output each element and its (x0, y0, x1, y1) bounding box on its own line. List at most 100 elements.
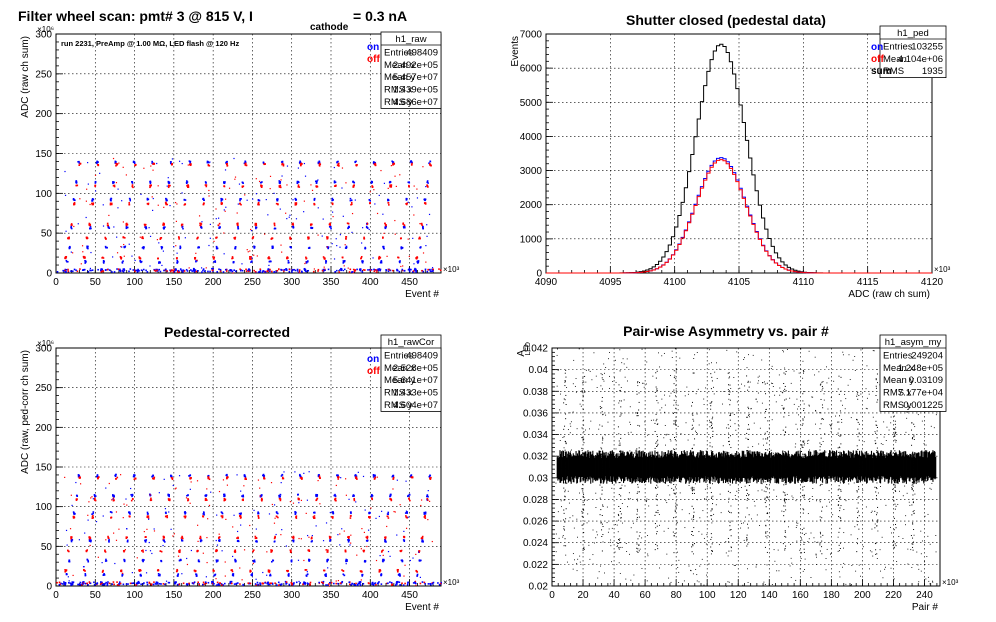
data-point-sparse (200, 267, 203, 269)
data-band-column (579, 454, 581, 483)
data-point-baseline (343, 268, 346, 271)
data-point-on (141, 247, 144, 249)
data-point-on (224, 181, 226, 183)
data-point-on (389, 181, 392, 183)
data-point-on (276, 199, 279, 202)
data-point-sparse (256, 255, 258, 257)
data-point-off (341, 256, 344, 259)
data-band-column (792, 456, 794, 477)
data-point-on (195, 573, 198, 576)
data-point-baseline (239, 268, 241, 271)
data-point-sparse (164, 508, 167, 510)
data-point-on (232, 574, 235, 577)
data-spike-point (655, 498, 657, 500)
data-point-on (215, 561, 218, 563)
data-point-off (366, 537, 369, 540)
data-point-sparse (207, 518, 209, 520)
data-point-sparse (101, 562, 103, 564)
data-point-off (223, 499, 226, 502)
data-point-baseline (367, 269, 369, 271)
data-point-on (343, 574, 346, 577)
data-point-sparse (130, 487, 132, 490)
data-point-baseline (270, 582, 273, 585)
data-spike-point (564, 538, 566, 540)
data-band-column (899, 451, 901, 478)
data-point-on (164, 541, 166, 543)
data-band-column (676, 453, 678, 480)
data-band-column (569, 452, 572, 482)
data-band-column (769, 453, 771, 484)
data-point-sparse (261, 494, 263, 496)
data-point-sparse (79, 483, 82, 485)
data-spike-point (638, 544, 640, 546)
data-spike-point (636, 472, 638, 474)
data-point-off (89, 537, 92, 539)
data-point-baseline (338, 269, 341, 271)
data-point-off (94, 499, 96, 502)
data-spike-point (601, 469, 603, 471)
data-point-sparse (311, 535, 313, 537)
data-spike-point (602, 413, 604, 415)
data-point-on (382, 558, 384, 561)
data-spike-point (656, 423, 658, 425)
data-band-column (673, 451, 676, 482)
data-point-baseline (134, 269, 137, 272)
data-point-off (187, 499, 189, 502)
data-point-sparse (124, 549, 126, 551)
data-point-off (316, 497, 319, 500)
data-point-off (149, 185, 152, 188)
data-point-sparse (188, 267, 190, 269)
data-point-sparse (197, 540, 199, 542)
data-point-off (175, 257, 178, 259)
data-point-on (202, 511, 205, 513)
y-axis-label-sub: LED (525, 342, 532, 356)
data-band-column (694, 457, 697, 478)
data-point-off (207, 476, 210, 479)
data-point-on (149, 181, 152, 184)
data-point-off (193, 257, 196, 259)
data-point-off (249, 571, 252, 573)
data-point-sparse (206, 536, 208, 539)
data-point-sparse (167, 177, 169, 179)
data-spike-point (692, 543, 694, 545)
data-point-off (178, 238, 180, 240)
data-point-baseline (423, 581, 426, 584)
data-point-on (186, 494, 188, 497)
data-band-column (703, 455, 705, 483)
data-point-baseline (71, 270, 74, 273)
data-band-column (884, 454, 886, 482)
data-spike-point (583, 500, 585, 502)
data-spike-point (620, 400, 622, 402)
data-point-sparse (306, 534, 309, 537)
data-point-sparse (92, 498, 94, 500)
data-band-column (928, 452, 930, 477)
data-spike-point (673, 420, 675, 422)
data-point-sparse (102, 225, 105, 227)
data-spike-point (619, 466, 621, 468)
data-point-on (238, 512, 241, 515)
data-band-column (713, 456, 715, 480)
data-point-baseline (154, 270, 157, 272)
data-point-sparse (91, 496, 93, 498)
data-point-on (106, 246, 108, 249)
data-spike-point (654, 514, 656, 516)
data-band-column (619, 453, 621, 479)
panel-asym: 0 20 40 60 80 100 120 140 160 180 200 220 2400.020.0… (516, 323, 959, 613)
data-spike-point (692, 372, 694, 374)
data-point-off (184, 515, 187, 517)
data-point-off (260, 185, 262, 188)
data-point-on (384, 540, 386, 543)
data-point-sparse (292, 199, 294, 201)
data-spike-point (693, 444, 695, 446)
data-point-sparse (218, 490, 221, 493)
data-point-sparse (215, 218, 217, 220)
data-point-baseline (249, 582, 252, 585)
data-band-column (933, 450, 935, 479)
data-point-baseline (190, 269, 192, 271)
data-band-column (613, 455, 616, 481)
data-point-off (405, 203, 408, 206)
data-spike-point (602, 505, 604, 507)
data-spike-point (657, 470, 659, 472)
data-spike-point (673, 370, 675, 372)
data-point-on (87, 247, 89, 250)
